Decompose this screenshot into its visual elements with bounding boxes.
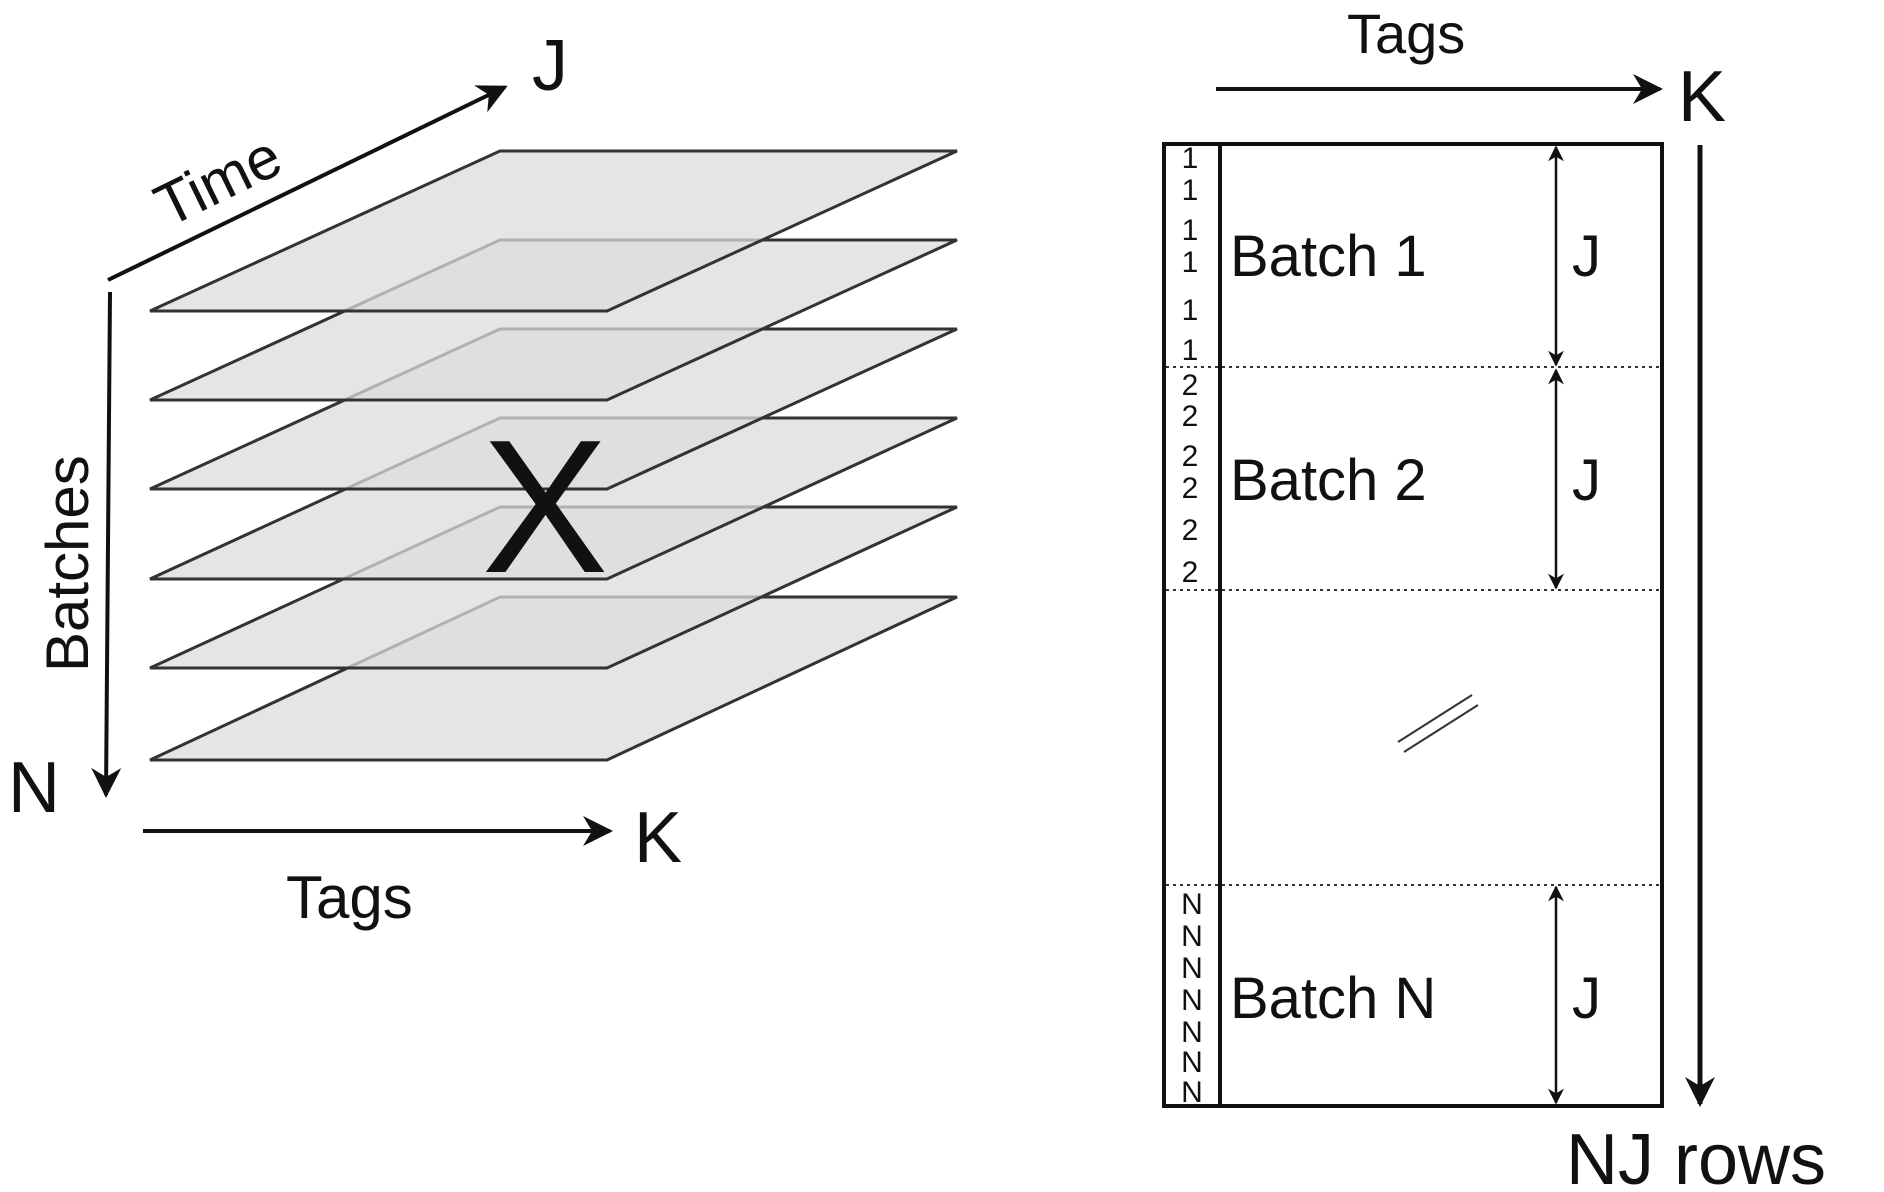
batch-index-digit: 1 [1182,334,1199,367]
tags-axis-end-label-right: K [1678,57,1726,137]
batch-index-digit: N [1181,952,1203,985]
batch-n-label: Batch N [1230,966,1436,1031]
batch-index-digit: 2 [1182,369,1199,402]
batch-2-height-label: J [1572,448,1601,513]
time-axis-arrow [107,85,508,282]
batch-index-digit: N [1181,1046,1203,1079]
batches-axis-label: Batches [34,455,101,672]
batch-1-label: Batch 1 [1230,224,1427,289]
batch-index-digit: 1 [1182,142,1199,175]
batch-index-digit: N [1181,888,1203,921]
time-axis-label: Time [144,122,291,240]
rows-label: NJ rows [1566,1120,1826,1192]
batch-2-label: Batch 2 [1230,448,1427,513]
batch-index-digit: 1 [1182,174,1199,207]
batch-index-digit: N [1181,920,1203,953]
batch-index-digit: 2 [1182,472,1199,505]
batch-index-digit: 1 [1182,294,1199,327]
batch-index-digit: N [1181,984,1203,1017]
batch-index-digit: 1 [1182,214,1199,247]
batch-n-height-label: J [1572,966,1601,1031]
tags-axis-label-right: Tags [1347,2,1465,65]
batches-axis-arrow [91,291,122,798]
batch-n-index-column: N N N N N N N [1181,888,1203,1109]
unfolded-matrix [1162,142,1664,1108]
batch-2-index-column: 2 2 2 2 2 2 [1182,369,1199,589]
continuation-mark [1397,694,1479,753]
batch-index-digit: 2 [1182,556,1199,589]
tags-axis-label-left: Tags [286,864,413,931]
batch-index-digit: 2 [1182,440,1199,473]
batch-index-digit: 2 [1182,514,1199,547]
tags-axis-end-label-left: K [634,798,682,878]
time-axis-end-label: J [532,26,568,106]
batch-1-index-column: 1 1 1 1 1 1 [1182,142,1199,367]
batch-index-digit: N [1181,1076,1203,1109]
batches-axis-end-label: N [8,748,60,828]
batch-index-digit: N [1181,1016,1203,1049]
batch-index-digit: 2 [1182,400,1199,433]
center-symbol-x: X [482,401,609,613]
stacked-slices [149,149,958,762]
batch-index-digit: 1 [1182,246,1199,279]
time-slice [149,149,958,313]
batch-1-height-label: J [1572,224,1601,289]
